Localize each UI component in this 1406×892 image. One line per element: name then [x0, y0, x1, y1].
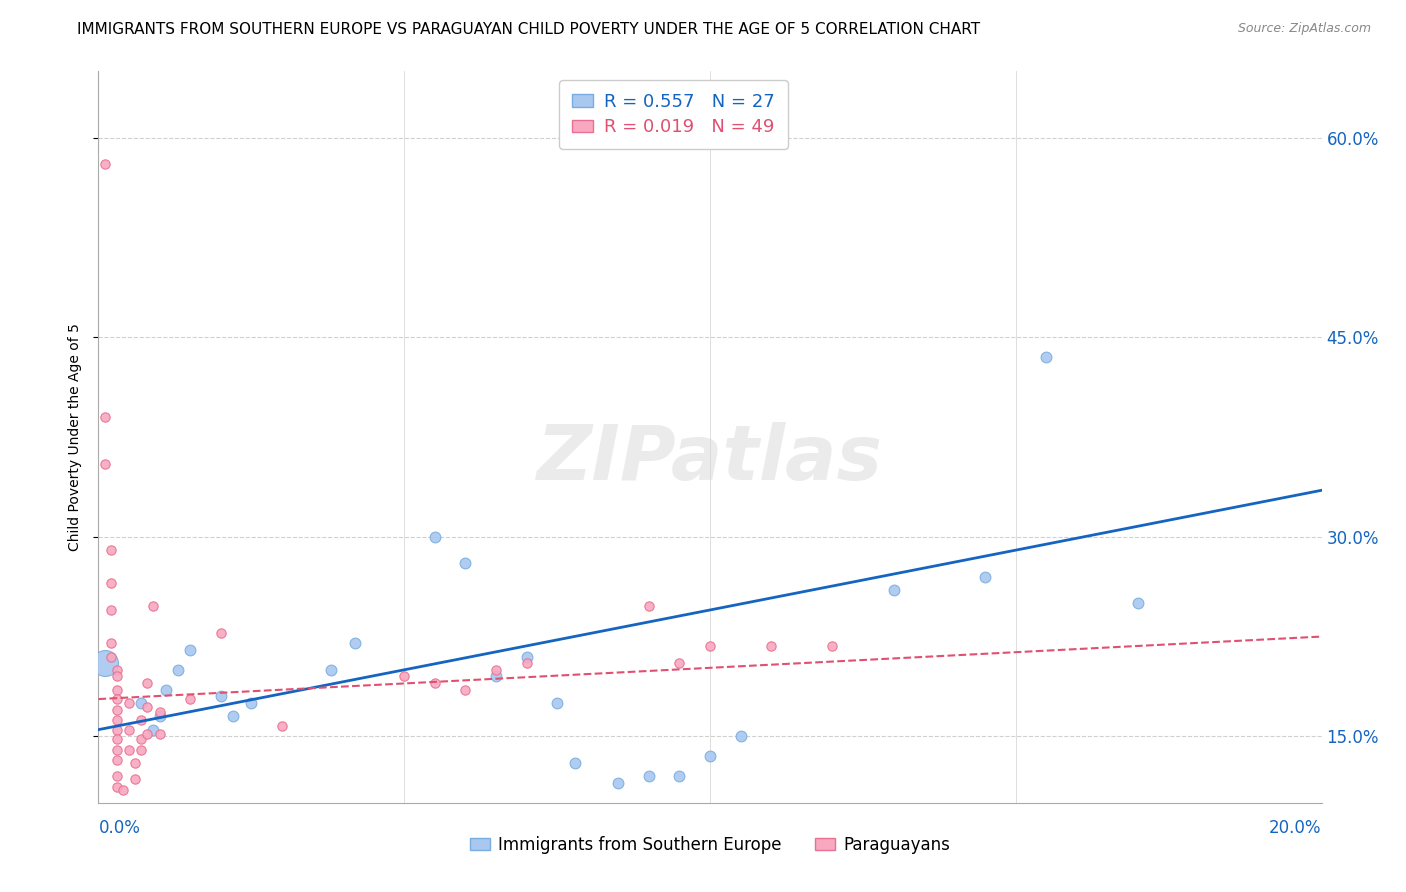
Point — [319, 663, 342, 677]
Legend: Immigrants from Southern Europe, Paraguayans: Immigrants from Southern Europe, Paragua… — [463, 829, 957, 860]
Point — [118, 696, 141, 710]
Point — [270, 719, 292, 733]
Point — [136, 726, 159, 740]
Point — [974, 570, 997, 584]
Point — [142, 599, 165, 613]
Point — [105, 669, 128, 683]
Point — [100, 576, 122, 591]
Point — [149, 726, 172, 740]
Point — [301, 825, 323, 839]
Point — [100, 649, 122, 664]
Point — [240, 696, 263, 710]
Point — [105, 723, 128, 737]
Point — [105, 663, 128, 677]
Point — [129, 742, 152, 756]
Point — [124, 772, 146, 786]
Point — [155, 682, 177, 697]
Point — [485, 669, 508, 683]
Point — [454, 682, 477, 697]
Point — [637, 599, 661, 613]
Point — [105, 682, 128, 697]
Point — [179, 643, 201, 657]
Point — [485, 663, 508, 677]
Point — [129, 731, 152, 746]
Point — [100, 543, 122, 558]
Point — [1128, 596, 1150, 610]
Point — [149, 706, 172, 720]
Point — [209, 625, 232, 640]
Point — [699, 639, 721, 653]
Point — [105, 780, 128, 794]
Point — [564, 756, 586, 770]
Point — [1035, 351, 1057, 365]
Point — [105, 742, 128, 756]
Point — [699, 749, 721, 764]
Point — [167, 663, 190, 677]
Point — [454, 557, 477, 571]
Point — [730, 729, 752, 743]
Y-axis label: Child Poverty Under the Age of 5: Child Poverty Under the Age of 5 — [69, 323, 83, 551]
Point — [100, 603, 122, 617]
Text: IMMIGRANTS FROM SOUTHERN EUROPE VS PARAGUAYAN CHILD POVERTY UNDER THE AGE OF 5 C: IMMIGRANTS FROM SOUTHERN EUROPE VS PARAG… — [77, 22, 980, 37]
Point — [149, 709, 172, 723]
Point — [105, 703, 128, 717]
Point — [668, 769, 690, 783]
Point — [546, 696, 568, 710]
Point — [105, 731, 128, 746]
Point — [118, 723, 141, 737]
Point — [136, 700, 159, 714]
Text: ZIPatlas: ZIPatlas — [537, 422, 883, 496]
Point — [100, 636, 122, 650]
Point — [423, 676, 446, 690]
Point — [105, 692, 128, 706]
Point — [105, 753, 128, 767]
Point — [111, 782, 134, 797]
Point — [821, 639, 844, 653]
Point — [93, 457, 115, 471]
Point — [129, 696, 152, 710]
Point — [209, 690, 232, 704]
Point — [124, 756, 146, 770]
Point — [759, 639, 782, 653]
Point — [392, 669, 416, 683]
Point — [516, 649, 538, 664]
Text: 0.0%: 0.0% — [98, 820, 141, 838]
Text: 20.0%: 20.0% — [1270, 820, 1322, 838]
Point — [136, 676, 159, 690]
Text: Source: ZipAtlas.com: Source: ZipAtlas.com — [1237, 22, 1371, 36]
Point — [93, 656, 115, 670]
Point — [883, 582, 905, 597]
Point — [93, 157, 115, 171]
Point — [105, 769, 128, 783]
Point — [637, 769, 661, 783]
Point — [179, 692, 201, 706]
Point — [344, 636, 367, 650]
Point — [668, 656, 690, 670]
Point — [222, 709, 245, 723]
Point — [93, 410, 115, 425]
Point — [142, 723, 165, 737]
Point — [105, 714, 128, 728]
Point — [118, 742, 141, 756]
Point — [129, 714, 152, 728]
Point — [423, 530, 446, 544]
Point — [516, 656, 538, 670]
Point — [607, 776, 630, 790]
